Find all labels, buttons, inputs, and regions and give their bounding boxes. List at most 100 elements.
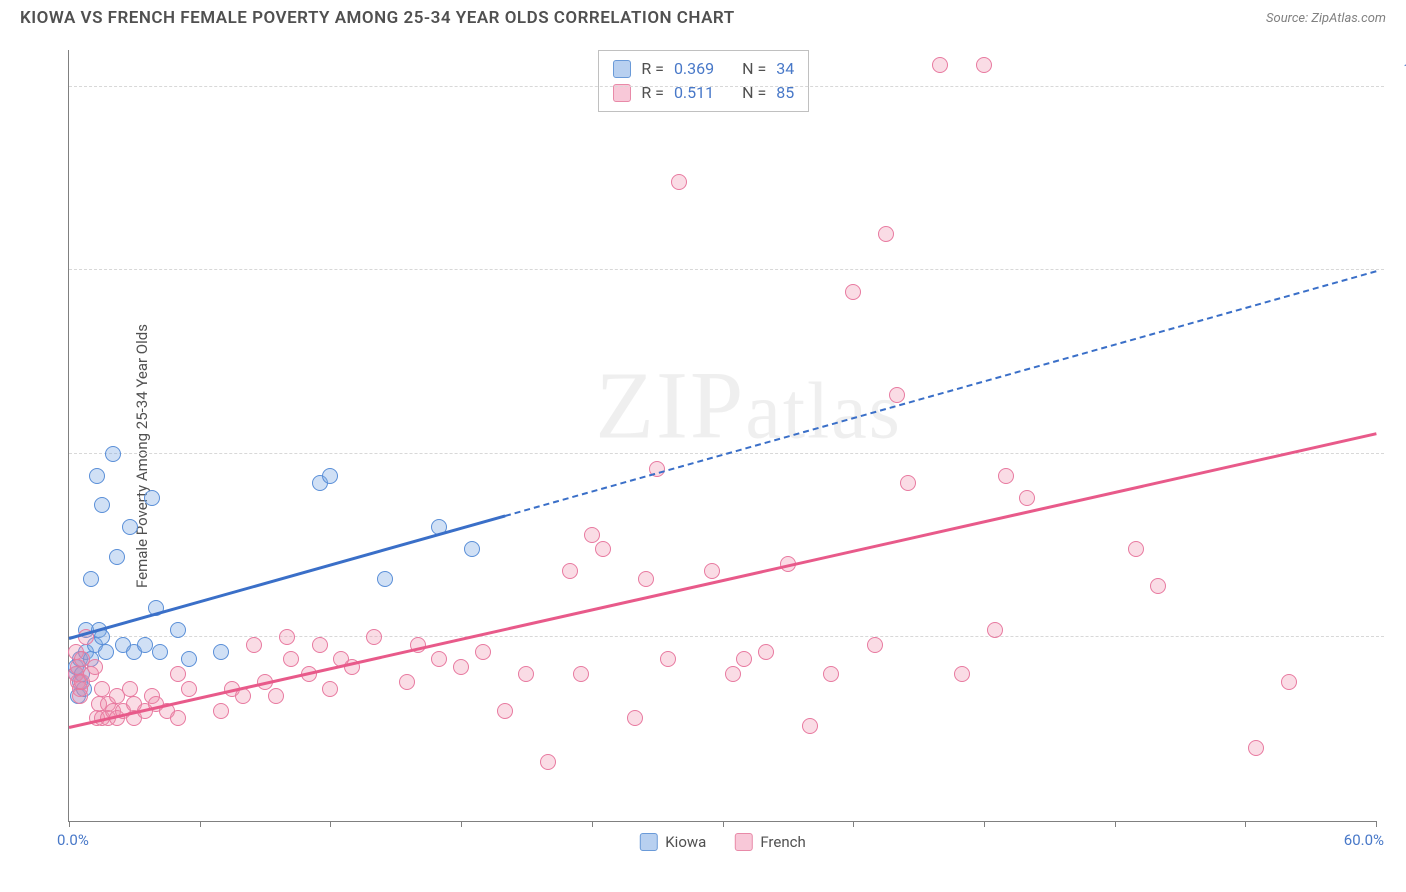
data-point xyxy=(366,629,382,645)
x-tick xyxy=(1115,821,1116,827)
stat-n-value: 85 xyxy=(776,81,794,105)
data-point xyxy=(122,519,138,535)
gridline xyxy=(69,86,1384,87)
data-point xyxy=(671,174,687,190)
source-attribution: Source: ZipAtlas.com xyxy=(1266,11,1386,26)
data-point xyxy=(627,710,643,726)
data-point xyxy=(377,571,393,587)
stat-n-label: N = xyxy=(742,57,766,81)
gridline xyxy=(69,636,1384,637)
data-point xyxy=(1281,674,1297,690)
watermark: ZIPatlas xyxy=(595,349,902,460)
plot-area: ZIPatlas 0.0% 60.0% KiowaFrench R =0.369… xyxy=(68,50,1376,822)
data-point xyxy=(878,226,894,242)
data-point xyxy=(802,718,818,734)
y-tick-label: 25.0% xyxy=(1392,610,1406,628)
data-point xyxy=(87,659,103,675)
legend-label: French xyxy=(760,833,805,851)
x-tick xyxy=(69,821,70,827)
data-point xyxy=(312,637,328,653)
data-point xyxy=(464,541,480,557)
data-point xyxy=(431,651,447,667)
data-point xyxy=(246,637,262,653)
data-point xyxy=(987,622,1003,638)
data-point xyxy=(83,571,99,587)
data-point xyxy=(562,563,578,579)
y-tick-label: 75.0% xyxy=(1392,243,1406,261)
legend-swatch xyxy=(639,833,657,851)
legend-label: Kiowa xyxy=(665,833,706,851)
data-point xyxy=(268,688,284,704)
stat-r-value: 0.369 xyxy=(674,57,714,81)
data-point xyxy=(122,681,138,697)
data-point xyxy=(573,666,589,682)
data-point xyxy=(89,468,105,484)
stat-r-label: R = xyxy=(641,57,664,81)
data-point xyxy=(94,497,110,513)
data-point xyxy=(725,666,741,682)
data-point xyxy=(889,387,905,403)
data-point xyxy=(540,754,556,770)
data-point xyxy=(399,674,415,690)
data-point xyxy=(932,57,948,73)
x-axis-max-label: 60.0% xyxy=(1344,831,1384,849)
data-point xyxy=(94,681,110,697)
data-point xyxy=(1150,578,1166,594)
data-point xyxy=(213,644,229,660)
data-point xyxy=(595,541,611,557)
data-point xyxy=(152,644,168,660)
data-point xyxy=(137,637,153,653)
data-point xyxy=(497,703,513,719)
series-swatch xyxy=(613,60,631,78)
x-tick xyxy=(723,821,724,827)
legend-item: Kiowa xyxy=(639,833,706,851)
gridline xyxy=(69,269,1384,270)
data-point xyxy=(758,644,774,660)
data-point xyxy=(736,651,752,667)
data-point xyxy=(900,475,916,491)
data-point xyxy=(279,629,295,645)
trendline xyxy=(69,432,1377,729)
x-tick xyxy=(1376,821,1377,827)
x-axis-min-label: 0.0% xyxy=(57,831,89,849)
data-point xyxy=(1019,490,1035,506)
data-point xyxy=(322,681,338,697)
x-tick xyxy=(853,821,854,827)
stat-n-value: 34 xyxy=(776,57,794,81)
data-point xyxy=(283,651,299,667)
data-point xyxy=(453,659,469,675)
x-tick xyxy=(1245,821,1246,827)
data-point xyxy=(170,710,186,726)
x-tick xyxy=(592,821,593,827)
data-point xyxy=(976,57,992,73)
data-point xyxy=(704,563,720,579)
data-point xyxy=(144,490,160,506)
data-point xyxy=(845,284,861,300)
trendline-extrapolated xyxy=(504,270,1376,517)
stat-r-label: R = xyxy=(641,81,664,105)
data-point xyxy=(98,644,114,660)
data-point xyxy=(867,637,883,653)
legend-swatch xyxy=(734,833,752,851)
data-point xyxy=(998,468,1014,484)
stats-row: R =0.511 N =85 xyxy=(613,81,794,105)
data-point xyxy=(475,644,491,660)
data-point xyxy=(181,681,197,697)
data-point xyxy=(584,527,600,543)
data-point xyxy=(213,703,229,719)
stats-row: R = 0.369 N = 34 xyxy=(613,57,794,81)
x-tick xyxy=(330,821,331,827)
data-point xyxy=(72,688,88,704)
data-point xyxy=(1128,541,1144,557)
data-point xyxy=(638,571,654,587)
x-tick xyxy=(461,821,462,827)
data-point xyxy=(660,651,676,667)
data-point xyxy=(954,666,970,682)
y-tick-label: 50.0% xyxy=(1392,427,1406,445)
data-point xyxy=(823,666,839,682)
data-point xyxy=(518,666,534,682)
chart-title: KIOWA VS FRENCH FEMALE POVERTY AMONG 25-… xyxy=(20,8,735,28)
data-point xyxy=(170,666,186,682)
data-point xyxy=(109,549,125,565)
data-point xyxy=(322,468,338,484)
